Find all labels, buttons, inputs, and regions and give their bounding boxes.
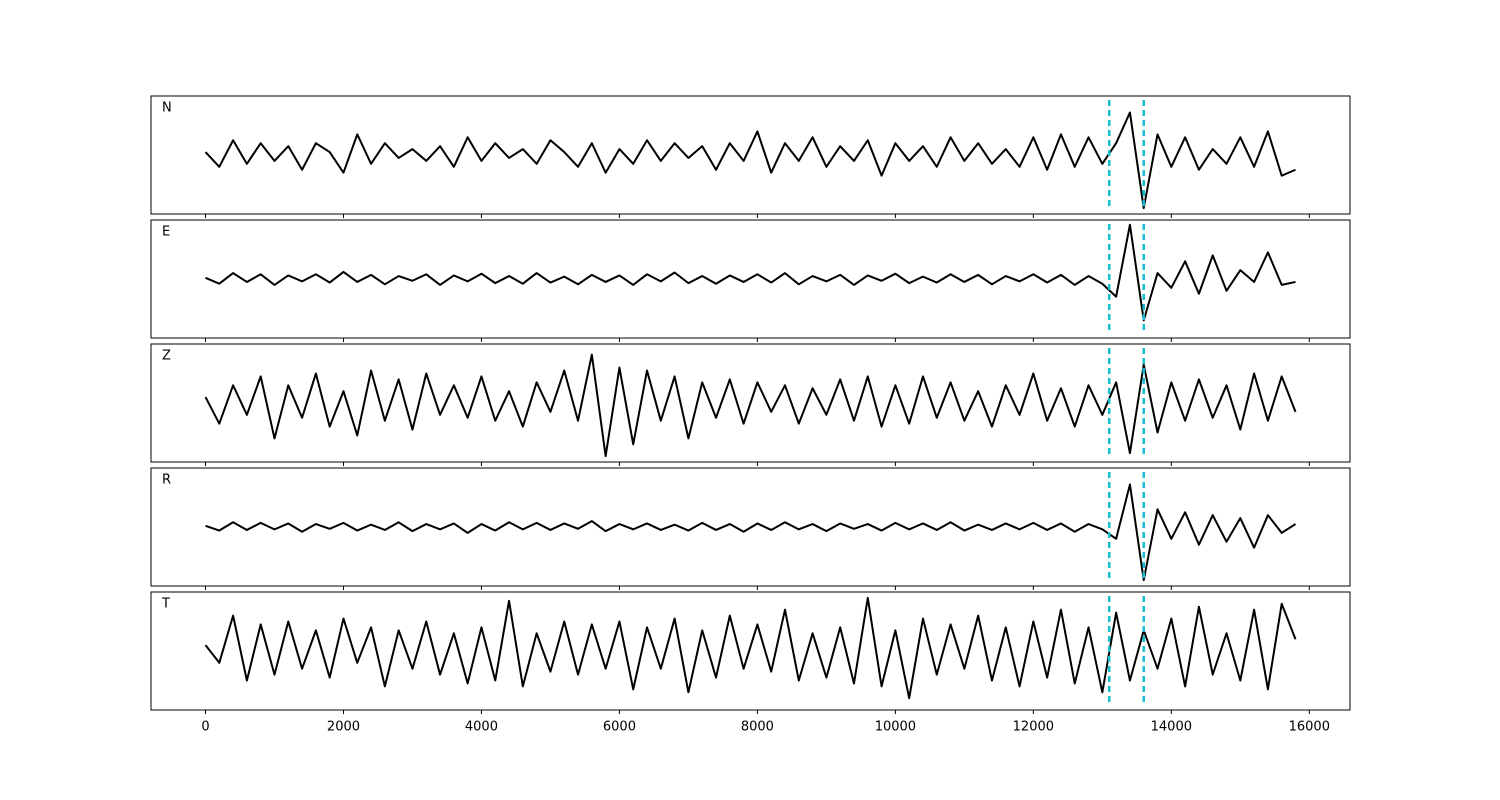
x-tick-label: 16000	[1289, 720, 1330, 735]
trace	[204, 353, 1297, 458]
trace	[205, 223, 1296, 322]
x-tick-label: 4000	[465, 720, 498, 735]
x-tick-label: 8000	[741, 720, 774, 735]
panel-frame	[150, 591, 1351, 711]
panel-label: E	[162, 225, 170, 240]
x-tick-label: 2000	[327, 720, 360, 735]
trace	[204, 596, 1297, 700]
panel-frame	[150, 219, 1351, 339]
panel-label: T	[161, 597, 170, 612]
panel-frame	[150, 467, 1351, 587]
panel-label: N	[162, 101, 172, 116]
panel-frame	[150, 95, 1351, 215]
panel-frame	[150, 343, 1351, 463]
x-tick-label: 14000	[1151, 720, 1192, 735]
x-tick-label: 12000	[1013, 720, 1054, 735]
panel-label: Z	[162, 349, 171, 364]
x-tick-label: 6000	[603, 720, 636, 735]
trace	[205, 483, 1297, 582]
panel-label: R	[162, 473, 171, 488]
trace	[204, 111, 1296, 210]
x-tick-label: 0	[201, 720, 209, 735]
x-tick-label: 10000	[875, 720, 916, 735]
